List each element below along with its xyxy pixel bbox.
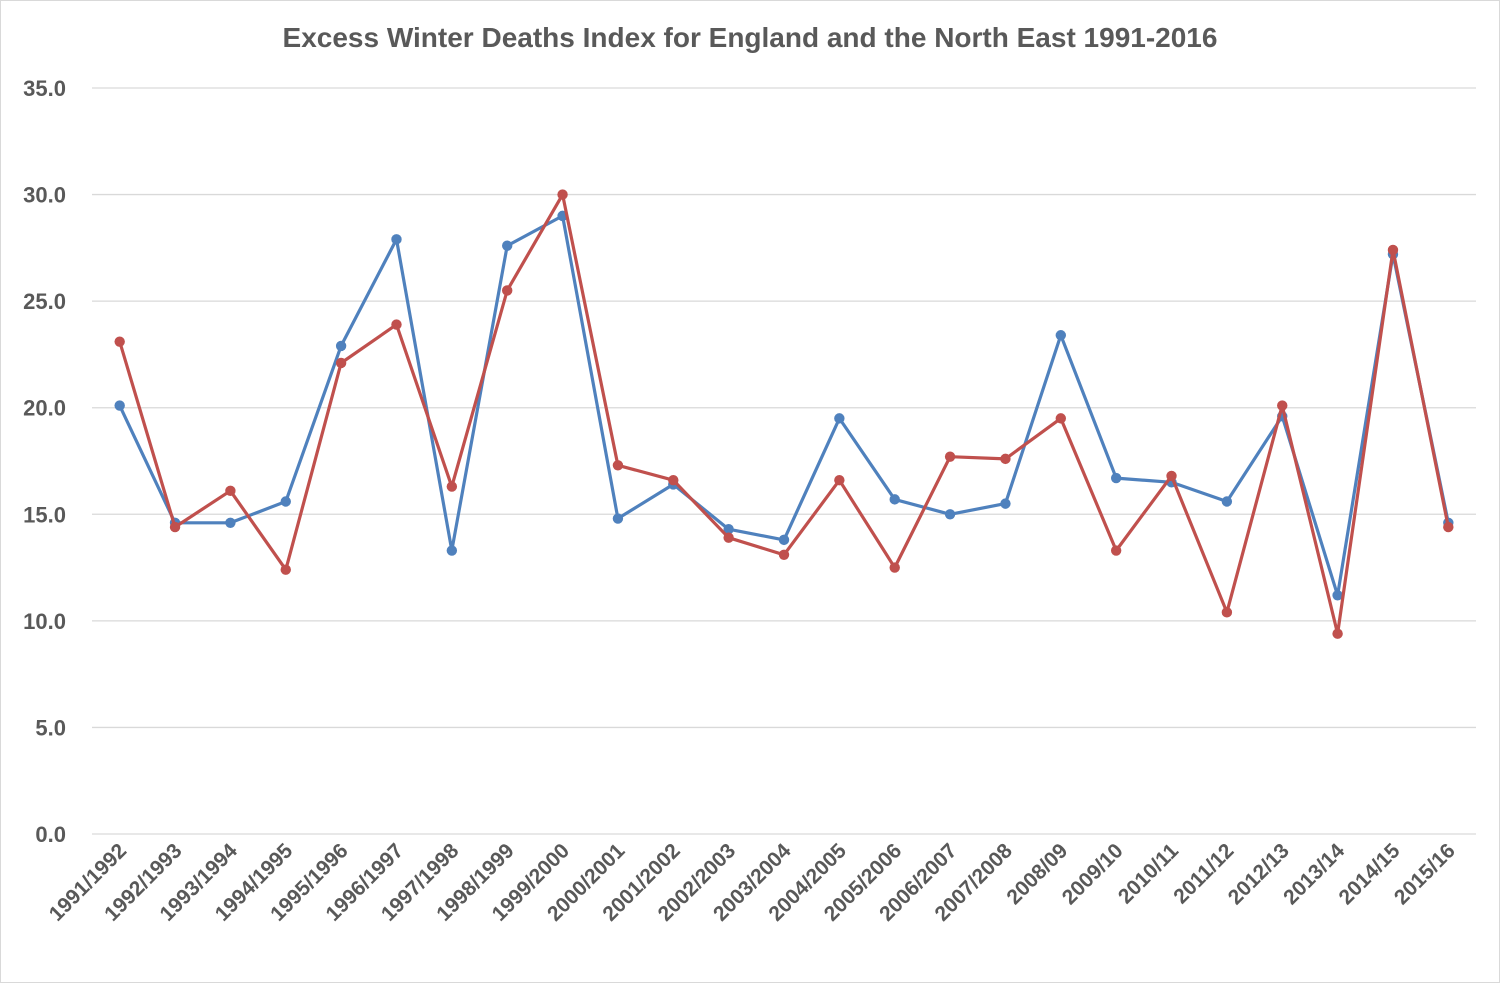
data-point-north-east	[169, 521, 181, 533]
y-tick-label: 5.0	[35, 715, 66, 740]
data-point-north-east	[1221, 607, 1233, 618]
y-tick-label: 25.0	[23, 289, 66, 314]
data-point-england	[1110, 472, 1122, 484]
data-point-england	[502, 240, 513, 251]
data-point-north-east	[446, 481, 458, 492]
data-point-north-east	[778, 549, 790, 560]
data-point-england	[391, 234, 402, 245]
data-point-england	[1332, 590, 1343, 601]
series-line-north-east	[118, 193, 1450, 636]
x-tick-label: 2010/11	[1114, 839, 1183, 908]
x-tick-label: 2009/10	[1058, 839, 1128, 909]
data-point-england	[114, 400, 125, 411]
x-tick-label: 2015/16	[1390, 839, 1460, 909]
data-point-england	[834, 413, 845, 424]
y-tick-label: 30.0	[23, 183, 66, 208]
x-tick-label: 2013/14	[1279, 839, 1349, 909]
data-point-england	[1000, 498, 1011, 509]
data-point-north-east	[1332, 628, 1343, 639]
data-point-north-east	[612, 460, 624, 471]
y-tick-label: 15.0	[23, 502, 66, 527]
data-point-north-east	[502, 285, 513, 296]
data-point-north-east	[1110, 545, 1122, 556]
data-point-england	[446, 545, 458, 556]
chart-title: Excess Winter Deaths Index for England a…	[282, 22, 1218, 53]
data-point-north-east	[944, 451, 956, 462]
data-point-north-east	[1055, 413, 1067, 424]
data-point-england	[889, 494, 900, 505]
data-point-north-east	[335, 357, 347, 369]
x-tick-label: 2008/09	[1002, 839, 1072, 909]
data-point-england	[723, 524, 734, 535]
data-point-north-east	[668, 474, 679, 486]
y-tick-label: 10.0	[23, 609, 66, 634]
data-point-england	[944, 509, 956, 520]
data-point-north-east	[1443, 521, 1454, 533]
data-point-england	[778, 534, 790, 546]
data-point-north-east	[225, 485, 236, 497]
data-point-north-east	[557, 189, 568, 200]
data-point-north-east	[114, 336, 125, 347]
data-point-england	[280, 496, 291, 507]
data-point-north-east	[280, 564, 291, 575]
x-tick-label: 2014/15	[1335, 839, 1405, 909]
y-tick-label: 0.0	[35, 822, 66, 847]
data-point-north-east	[889, 562, 900, 573]
data-point-north-east	[1000, 453, 1011, 465]
data-point-north-east	[1387, 244, 1399, 256]
data-point-england	[612, 513, 624, 524]
data-point-north-east	[1166, 470, 1177, 482]
y-tick-label: 20.0	[23, 396, 66, 421]
data-point-england	[1055, 330, 1067, 341]
data-point-north-east	[391, 319, 402, 330]
x-tick-label: 2012/13	[1224, 839, 1294, 909]
data-point-england	[1221, 496, 1233, 507]
data-point-north-east	[723, 532, 734, 543]
data-point-england	[225, 517, 236, 529]
y-tick-label: 35.0	[23, 76, 66, 101]
data-point-north-east	[1277, 400, 1288, 411]
data-point-north-east	[834, 474, 845, 486]
data-point-england	[335, 340, 347, 352]
